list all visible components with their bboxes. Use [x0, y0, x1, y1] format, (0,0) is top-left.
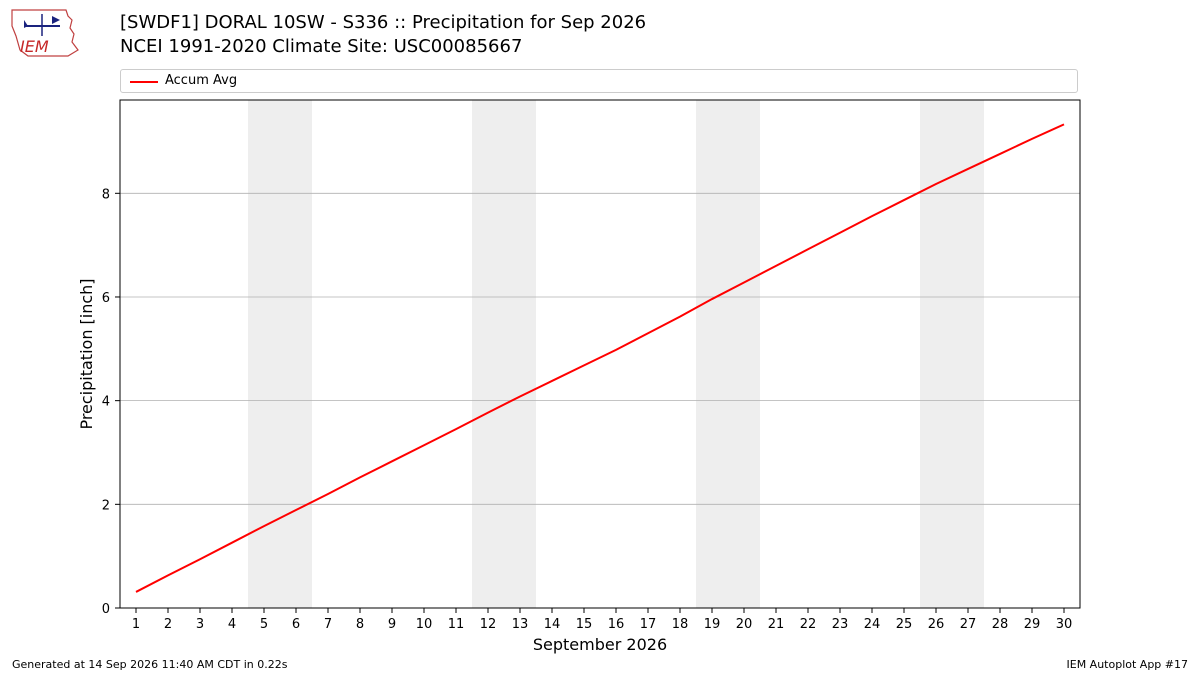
- y-tick-label-4: 4: [102, 395, 110, 410]
- x-tick-label-26: 26: [928, 617, 945, 632]
- chart-title: [SWDF1] DORAL 10SW - S336 :: Precipitati…: [120, 12, 647, 33]
- x-tick-label-27: 27: [960, 617, 977, 632]
- x-tick-label-6: 6: [292, 617, 300, 632]
- x-tick-label-23: 23: [832, 617, 849, 632]
- x-tick-label-1: 1: [132, 617, 140, 632]
- app-label: IEM Autoplot App #17: [1066, 658, 1189, 671]
- iem-logo: IEM: [11, 9, 79, 57]
- y-tick-label-8: 8: [102, 187, 110, 202]
- x-tick-label-3: 3: [196, 617, 204, 632]
- y-axis-label: Precipitation [inch]: [77, 278, 96, 429]
- weekend-band-1: [472, 100, 536, 608]
- x-tick-label-22: 22: [800, 617, 817, 632]
- weekend-band-3: [920, 100, 984, 608]
- x-tick-label-29: 29: [1024, 617, 1041, 632]
- weekend-band-2: [696, 100, 760, 608]
- x-tick-label-18: 18: [672, 617, 689, 632]
- x-tick-label-25: 25: [896, 617, 913, 632]
- x-tick-label-14: 14: [544, 617, 561, 632]
- y-tick-label-0: 0: [102, 602, 110, 617]
- x-tick-label-5: 5: [260, 617, 268, 632]
- chart-subtitle: NCEI 1991-2020 Climate Site: USC00085667: [120, 36, 523, 57]
- x-tick-label-28: 28: [992, 617, 1009, 632]
- x-tick-label-2: 2: [164, 617, 172, 632]
- y-tick-label-6: 6: [102, 291, 110, 306]
- x-tick-label-13: 13: [512, 617, 529, 632]
- x-tick-label-4: 4: [228, 617, 236, 632]
- weekend-band-0: [248, 100, 312, 608]
- x-axis-label: September 2026: [533, 635, 667, 654]
- series-line-accum-avg: [135, 123, 1065, 593]
- x-tick-label-19: 19: [704, 617, 721, 632]
- x-tick-label-8: 8: [356, 617, 364, 632]
- x-tick-label-12: 12: [480, 617, 497, 632]
- legend-label-accum-avg: Accum Avg: [165, 73, 238, 88]
- x-tick-label-9: 9: [388, 617, 396, 632]
- logo-text: IEM: [20, 37, 49, 56]
- x-tick-label-10: 10: [416, 617, 433, 632]
- generated-timestamp: Generated at 14 Sep 2026 11:40 AM CDT in…: [12, 658, 288, 671]
- x-tick-label-21: 21: [768, 617, 785, 632]
- x-tick-label-11: 11: [448, 617, 465, 632]
- x-tick-label-15: 15: [576, 617, 593, 632]
- x-tick-label-30: 30: [1056, 617, 1073, 632]
- legend: Accum Avg: [120, 69, 1078, 93]
- legend-swatch-accum-avg: [130, 81, 158, 83]
- x-tick-label-20: 20: [736, 617, 753, 632]
- y-tick-label-2: 2: [102, 498, 110, 513]
- x-tick-label-24: 24: [864, 617, 881, 632]
- plot-frame: [119, 99, 1081, 609]
- x-tick-label-7: 7: [324, 617, 332, 632]
- x-tick-label-17: 17: [640, 617, 657, 632]
- x-tick-label-16: 16: [608, 617, 625, 632]
